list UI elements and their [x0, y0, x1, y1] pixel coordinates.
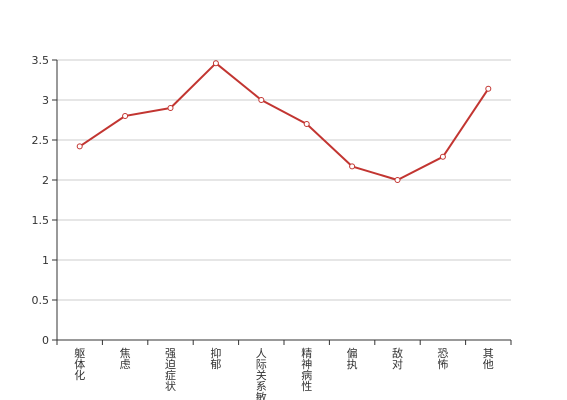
data-point: [485, 85, 492, 92]
data-point: [167, 105, 174, 111]
y-tick-label: 0: [42, 334, 49, 347]
x-tick-label: 偏执: [347, 346, 358, 371]
y-tick-label: 3.5: [32, 54, 50, 67]
data-point: [76, 143, 83, 150]
x-tick-label: 敌对: [392, 346, 403, 371]
y-tick-label: 2.5: [32, 134, 50, 147]
y-axis-ticks: 0 0.5 1 1.5 2 2.5 3 3.5: [32, 54, 57, 347]
series-line: [79, 62, 490, 181]
x-tick-label: 躯体化: [74, 347, 85, 382]
x-tick-label: 抑郁: [210, 346, 221, 371]
x-axis-ticks: 躯体化 焦虑 强迫症状 抑郁 人际关系敏感 精神病性 偏执 敌对 恐怖 其他: [56, 340, 512, 400]
data-point: [303, 121, 310, 127]
x-tick-label: 其他: [483, 347, 494, 371]
data-point: [212, 60, 219, 67]
x-tick-label: 精神病性: [301, 347, 312, 393]
data-point: [349, 163, 356, 170]
series-group: [76, 60, 492, 183]
y-tick-label: 1.5: [32, 214, 50, 227]
x-tick-label: 强迫症状: [165, 347, 176, 393]
y-tick-label: 1: [42, 254, 49, 267]
y-tick-label: 2: [42, 174, 49, 187]
y-tick-label: 0.5: [32, 294, 50, 307]
axes: [56, 60, 511, 341]
x-tick-label: 恐怖: [437, 347, 448, 371]
data-point: [122, 113, 129, 119]
data-point: [439, 153, 446, 160]
x-tick-label: 人际关系敏感: [256, 347, 267, 400]
y-tick-label: 3: [42, 94, 49, 107]
grid-lines: [57, 59, 511, 301]
data-point: [258, 97, 265, 103]
data-point: [394, 177, 401, 183]
x-tick-label: 焦虑: [120, 347, 131, 371]
